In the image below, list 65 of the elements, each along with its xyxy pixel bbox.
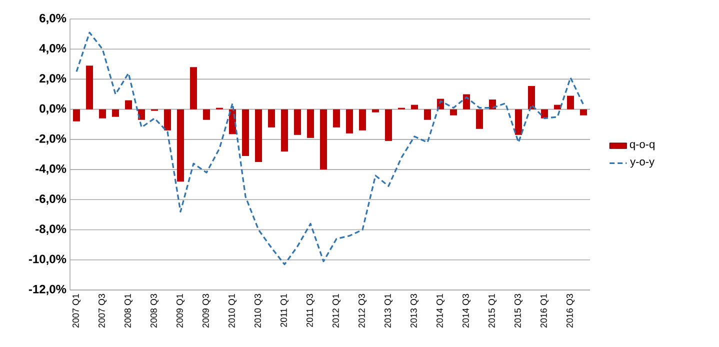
x-tick-label: 2013 Q3: [410, 294, 418, 328]
bar: [164, 109, 172, 130]
bar: [268, 109, 276, 128]
bar: [255, 109, 262, 162]
bar: [528, 86, 535, 110]
bar: [112, 109, 120, 117]
bar: [346, 109, 354, 134]
x-tick-label: 2011 Q1: [280, 294, 288, 327]
bar: [242, 109, 250, 156]
bar: [86, 66, 94, 110]
y-tick-label: 0,0%: [40, 104, 66, 114]
bar: [424, 109, 431, 120]
x-tick-label: 2014 Q1: [436, 294, 444, 328]
x-tick-label: 2014 Q3: [462, 294, 470, 328]
y-tick-label: -12,0%: [28, 284, 66, 296]
x-tick-label: 2012 Q3: [358, 294, 366, 328]
line-series: [76, 32, 584, 266]
bar: [359, 109, 366, 130]
bar: [320, 109, 328, 170]
x-tick-label: 2009 Q3: [202, 294, 210, 328]
x-tick-label: 2009 Q1: [176, 294, 184, 328]
bar: [450, 109, 457, 116]
bar: [385, 109, 392, 141]
bar: [580, 109, 587, 116]
x-tick-label: 2012 Q1: [332, 294, 340, 328]
x-tick-label: 2010 Q3: [254, 294, 262, 328]
bar: [203, 109, 210, 120]
x-tick-label: 2013 Q1: [384, 294, 392, 328]
y-tick-label: -4,0%: [36, 164, 66, 175]
bar: [125, 100, 132, 110]
legend-label: q-o-q: [630, 142, 654, 150]
bar: [294, 109, 302, 135]
y-tick-label: -8,0%: [36, 224, 66, 235]
x-tick-label: 2011 Q3: [306, 294, 314, 327]
bar: [73, 109, 80, 122]
y-tick-label: -6,0%: [36, 194, 66, 205]
y-tick-label: 2,0%: [40, 74, 66, 84]
legend-label: y-o-y: [630, 159, 654, 168]
bar: [515, 109, 522, 135]
x-tick-label: 2007 Q3: [98, 294, 106, 328]
x-tick-label: 2015 Q1: [488, 294, 496, 328]
bar: [307, 109, 314, 138]
bar: [333, 109, 340, 128]
x-tick-label: 2007 Q1: [72, 294, 80, 328]
y-tick-label: -2,0%: [36, 134, 66, 145]
x-tick-label: 2016 Q1: [540, 294, 548, 328]
bar: [177, 109, 184, 182]
bar: [190, 67, 198, 110]
y-tick-label: 6,0%: [40, 14, 66, 24]
bar: [463, 94, 470, 110]
bar: [554, 104, 561, 110]
bar: [489, 100, 496, 110]
x-tick-label: 2016 Q3: [566, 294, 574, 328]
y-tick-label: 4,0%: [39, 44, 66, 54]
bar: [99, 109, 106, 118]
bar: [566, 96, 574, 110]
x-tick-label: 2010 Q1: [228, 294, 236, 328]
x-tick-label: 2008 Q3: [150, 294, 158, 328]
x-tick-label: 2015 Q3: [514, 294, 522, 328]
bar: [411, 104, 418, 110]
bar: [476, 109, 483, 129]
bar: [281, 109, 288, 152]
x-tick-label: 2008 Q1: [124, 294, 132, 328]
bar: [372, 109, 380, 112]
y-tick-label: -10,0%: [28, 254, 66, 265]
